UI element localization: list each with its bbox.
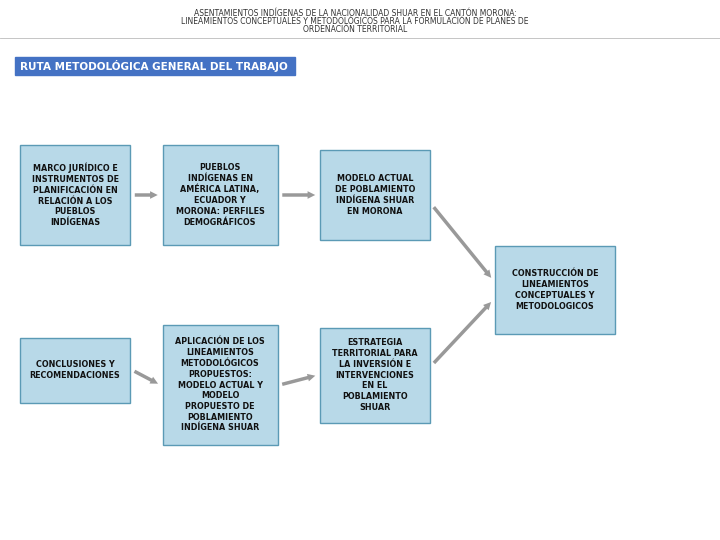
FancyBboxPatch shape <box>320 150 430 240</box>
Text: APLICACIÓN DE LOS
LINEAMIENTOS
METODOLÓGICOS
PROPUESTOS:
MODELO ACTUAL Y
MODELO
: APLICACIÓN DE LOS LINEAMIENTOS METODOLÓG… <box>175 338 265 433</box>
FancyBboxPatch shape <box>20 338 130 402</box>
FancyBboxPatch shape <box>15 57 295 75</box>
FancyBboxPatch shape <box>320 327 430 422</box>
Text: MARCO JURÍDICO E
INSTRUMENTOS DE
PLANIFICACIÓN EN
RELACIÓN A LOS
PUEBLOS
INDÍGEN: MARCO JURÍDICO E INSTRUMENTOS DE PLANIFI… <box>32 163 119 227</box>
Text: RUTA METODOLÓGICA GENERAL DEL TRABAJO: RUTA METODOLÓGICA GENERAL DEL TRABAJO <box>20 60 288 72</box>
FancyBboxPatch shape <box>163 325 277 445</box>
Text: LINEAMIENTOS CONCEPTUALES Y METODOLÓGICOS PARA LA FORMULACIÓN DE PLANES DE: LINEAMIENTOS CONCEPTUALES Y METODOLÓGICO… <box>181 17 528 26</box>
FancyBboxPatch shape <box>163 145 277 245</box>
Text: ASENTAMIENTOS INDÍGENAS DE LA NACIONALIDAD SHUAR EN EL CANTÓN MORONA:: ASENTAMIENTOS INDÍGENAS DE LA NACIONALID… <box>194 9 516 18</box>
Text: MODELO ACTUAL
DE POBLAMIENTO
INDÍGENA SHUAR
EN MORONA: MODELO ACTUAL DE POBLAMIENTO INDÍGENA SH… <box>335 174 415 215</box>
FancyBboxPatch shape <box>495 246 615 334</box>
FancyBboxPatch shape <box>20 145 130 245</box>
Text: PUEBLOS
INDÍGENAS EN
AMÉRICA LATINA,
ECUADOR Y
MORONA: PERFILES
DEMOGRÁFICOS: PUEBLOS INDÍGENAS EN AMÉRICA LATINA, ECU… <box>176 163 264 227</box>
Text: CONCLUSIONES Y
RECOMENDACIONES: CONCLUSIONES Y RECOMENDACIONES <box>30 360 120 380</box>
Text: ESTRATEGIA
TERRITORIAL PARA
LA INVERSIÓN E
INTERVENCIONES
EN EL
POBLAMIENTO
SHUA: ESTRATEGIA TERRITORIAL PARA LA INVERSIÓN… <box>332 338 418 411</box>
Text: CONSTRUCCIÓN DE
LINEAMIENTOS
CONCEPTUALES Y
METODOLOGICOS: CONSTRUCCIÓN DE LINEAMIENTOS CONCEPTUALE… <box>512 269 598 310</box>
Text: ORDENACIÓN TERRITORIAL: ORDENACIÓN TERRITORIAL <box>303 25 407 34</box>
